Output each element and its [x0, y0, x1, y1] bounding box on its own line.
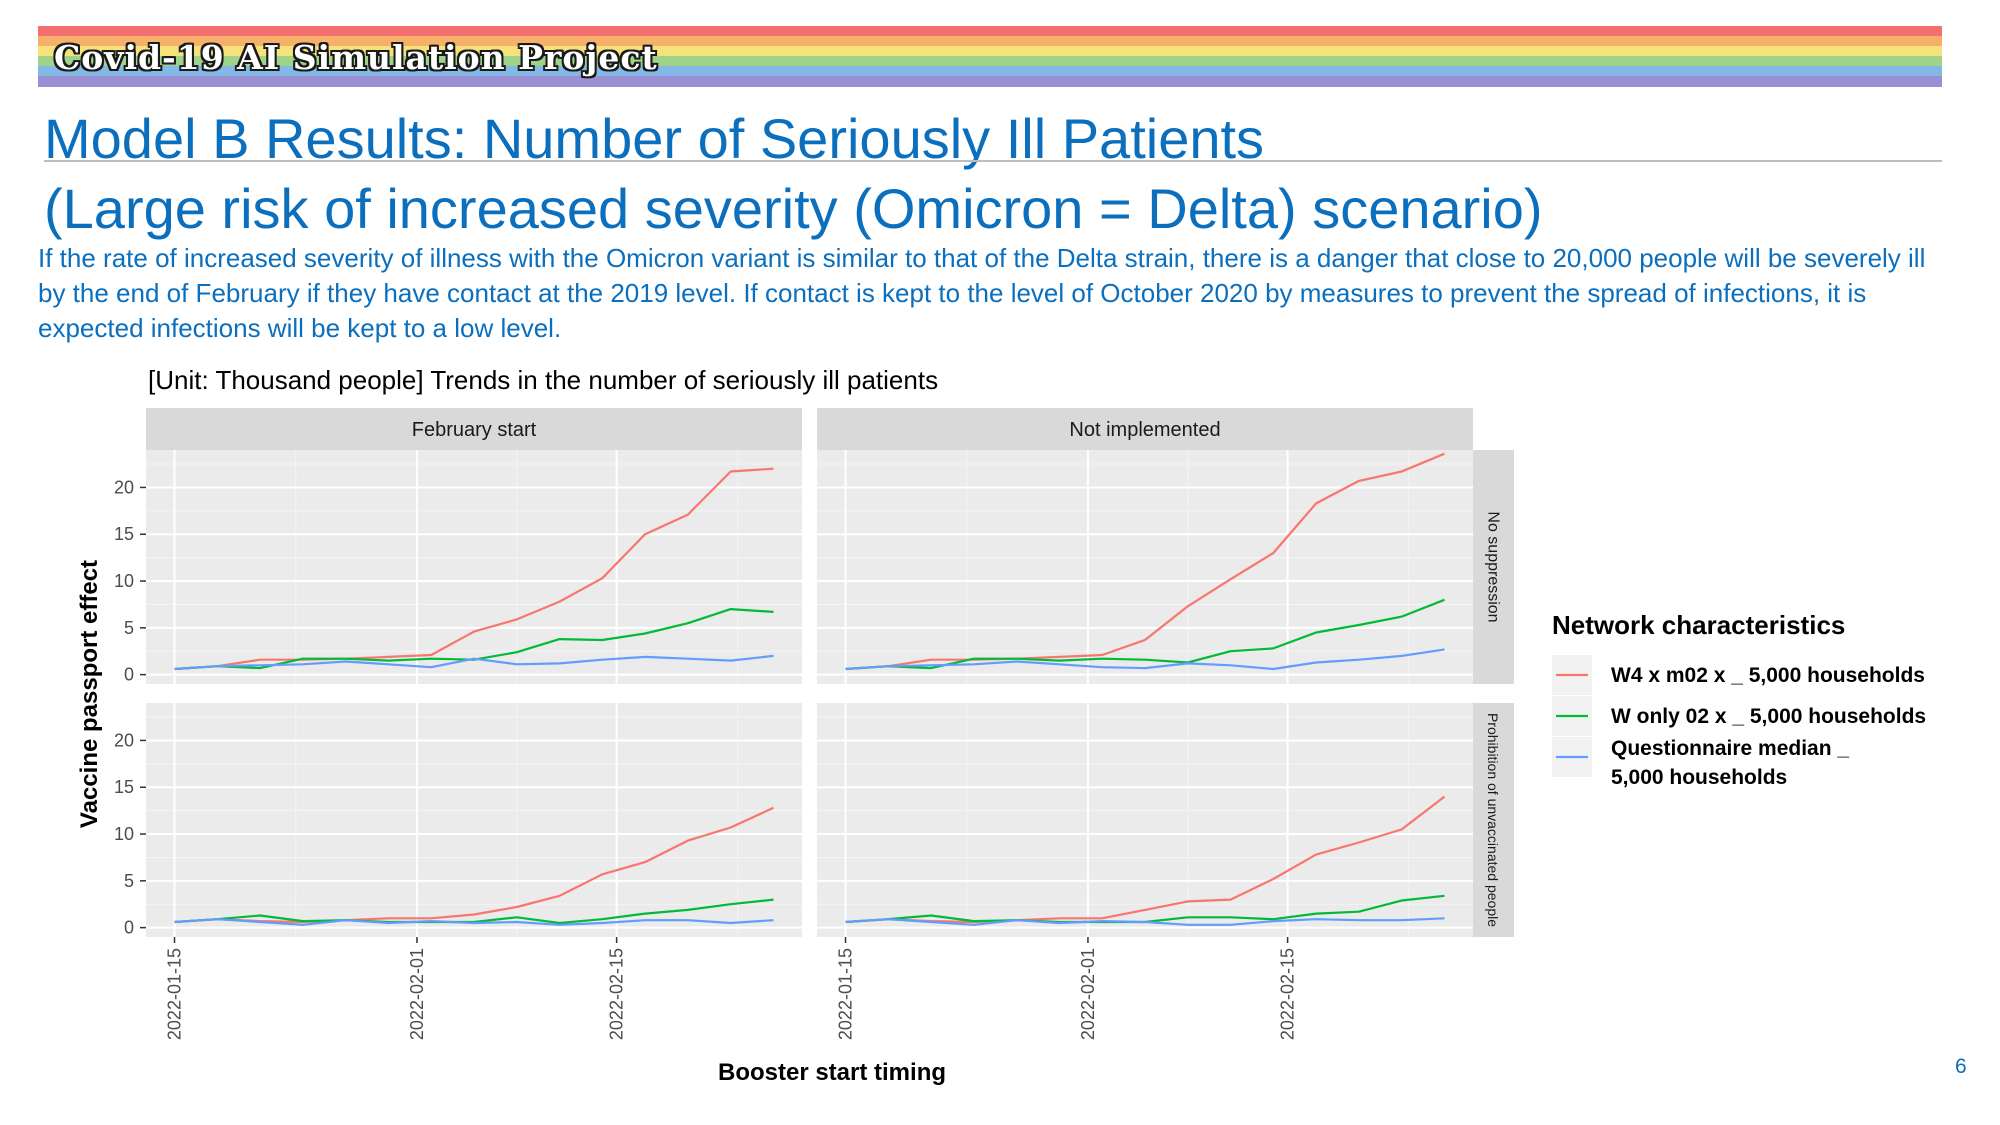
- chart-title: [Unit: Thousand people] Trends in the nu…: [148, 365, 938, 395]
- banner-stripe: [38, 26, 1942, 37]
- series-line: [845, 452, 1445, 671]
- row-strip: [1473, 703, 1514, 937]
- banner-stripe: [38, 46, 1942, 57]
- title-banner: [38, 26, 1942, 88]
- y-tick-label: 15: [114, 777, 134, 797]
- page-title: Model B Results: Number of Seriously Ill…: [44, 107, 1265, 170]
- panel-background: [817, 703, 1473, 937]
- y-tick-label: 5: [124, 871, 134, 891]
- legend-label: Questionnaire median _: [1611, 737, 1849, 760]
- row-strip: [1473, 450, 1514, 684]
- legend-label: W4 x m02 x _ 5,000 households: [1611, 664, 1925, 687]
- y-axis-title: Vaccine passport effect: [76, 560, 103, 828]
- banner-stripe: [38, 36, 1942, 47]
- x-tick-label: 2022-02-15: [1278, 948, 1298, 1040]
- banner-stripe: [38, 56, 1942, 67]
- x-axis-title: Booster start timing: [718, 1059, 946, 1086]
- panel-background: [146, 450, 802, 684]
- y-tick-label: 0: [124, 665, 134, 685]
- y-tick-label: 10: [114, 824, 134, 844]
- series-line: [174, 918, 774, 926]
- page-subtitle: (Large risk of increased severity (Omicr…: [44, 177, 1543, 240]
- legend-label: 5,000 households: [1611, 766, 1787, 789]
- row-strip-label: Prohibition of unvaccinated people: [1485, 713, 1501, 927]
- page-number: 6: [1955, 1055, 1967, 1078]
- column-strip-label: February start: [412, 419, 537, 441]
- banner-title: Covid-19 AI Simulation Project: [54, 38, 658, 77]
- legend-title: Network characteristics: [1552, 610, 1845, 640]
- column-strip-label: Not implemented: [1069, 419, 1220, 441]
- y-tick-label: 20: [114, 730, 134, 750]
- panel-background: [146, 703, 802, 937]
- y-tick-label: 10: [114, 571, 134, 591]
- x-tick-label: 2022-01-15: [836, 948, 856, 1040]
- series-line: [845, 648, 1445, 671]
- series-line: [845, 795, 1446, 924]
- x-tick-label: 2022-01-15: [165, 948, 185, 1040]
- y-tick-label: 20: [114, 477, 134, 497]
- banner-stripe: [38, 66, 1942, 77]
- column-strip: [817, 408, 1473, 450]
- banner-stripe: [38, 76, 1942, 87]
- x-tick-label: 2022-02-15: [607, 948, 627, 1040]
- series-line: [174, 467, 774, 671]
- legend-label: W only 02 x _ 5,000 households: [1611, 705, 1926, 728]
- y-tick-label: 5: [124, 618, 134, 638]
- x-tick-label: 2022-02-01: [1078, 948, 1098, 1040]
- series-line: [174, 806, 774, 924]
- series-line: [845, 917, 1445, 926]
- row-strip-label: No suppression: [1485, 511, 1502, 622]
- column-strip: [146, 408, 802, 450]
- x-tick-label: 2022-02-01: [407, 948, 427, 1040]
- y-tick-label: 15: [114, 524, 134, 544]
- series-line: [174, 654, 774, 671]
- description-text: If the rate of increased severity of ill…: [38, 243, 1926, 343]
- title-divider: [44, 160, 1942, 162]
- y-tick-label: 0: [124, 918, 134, 938]
- panel-background: [817, 450, 1473, 684]
